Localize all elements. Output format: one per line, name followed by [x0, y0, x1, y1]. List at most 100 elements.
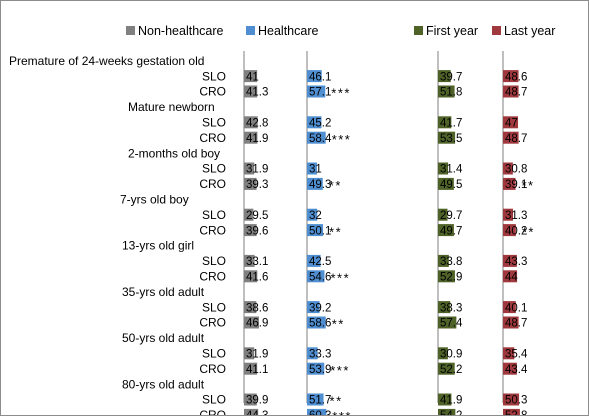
data-label-healthcare: 60.3: [309, 410, 331, 415]
data-label-non-healthcare: 39.9: [246, 395, 268, 407]
bar-first-year: [438, 393, 452, 406]
bar-last-year: [503, 116, 519, 129]
bar-first-year: [438, 224, 454, 237]
data-label-last-year: 40.2: [505, 225, 527, 237]
bar-first-year: [438, 347, 448, 360]
group-title-premature-of-24-weeks-gestation-old: Premature of 24-weeks gestation old: [9, 54, 204, 68]
bar-last-year: [503, 316, 519, 329]
data-label-last-year: 44: [505, 272, 518, 284]
bar-last-year: [503, 224, 516, 237]
data-label-first-year: 54.2: [440, 410, 462, 415]
row-label-cro: CRO: [199, 270, 226, 284]
data-label-non-healthcare: 39.3: [246, 179, 268, 191]
data-label-non-healthcare: 44.3: [246, 410, 268, 415]
bar-first-year: [438, 301, 451, 314]
data-label-non-healthcare: 31.9: [246, 349, 268, 361]
data-label-first-year: 30.9: [440, 349, 462, 361]
data-label-non-healthcare: 41.9: [246, 133, 268, 145]
data-label-first-year: 52.2: [440, 364, 462, 376]
data-label-non-healthcare: 41.3: [246, 87, 268, 99]
significance-marker: ***: [332, 409, 352, 415]
data-label-healthcare: 39.2: [309, 302, 331, 314]
data-label-non-healthcare: 41.6: [246, 272, 268, 284]
data-label-first-year: 41.7: [440, 118, 462, 130]
legend-label-first-year: First year: [426, 24, 478, 38]
data-label-healthcare: 31: [309, 164, 322, 176]
bar-healthcare: [307, 362, 325, 375]
bar-last-year: [503, 177, 516, 190]
significance-marker: ***: [330, 271, 350, 286]
bar-last-year: [503, 208, 514, 221]
bar-first-year: [438, 177, 454, 190]
data-label-healthcare: 33.3: [309, 349, 331, 361]
bar-healthcare: [307, 177, 323, 190]
data-label-last-year: 50.3: [505, 395, 527, 407]
significance-marker: **: [329, 224, 342, 239]
data-label-first-year: 57.4: [440, 318, 463, 330]
bar-healthcare: [307, 70, 322, 83]
significance-marker: ***: [331, 86, 351, 101]
significance-marker: **: [332, 317, 345, 332]
bar-healthcare: [307, 131, 326, 144]
data-label-non-healthcare: 39.6: [246, 225, 268, 237]
bar-non-healthcare: [244, 224, 257, 237]
data-label-last-year: 48.7: [505, 133, 527, 145]
bar-non-healthcare: [244, 85, 258, 98]
row-label-slo: SLO: [202, 300, 226, 314]
group-title-80-yrs-old-adult: 80-yrs old adult: [122, 377, 205, 391]
bar-first-year: [438, 208, 448, 221]
data-label-first-year: 33.8: [440, 256, 462, 268]
group-title-mature-newborn: Mature newborn: [128, 100, 215, 114]
bar-last-year: [503, 270, 518, 283]
data-label-healthcare: 57.1: [309, 87, 331, 99]
bar-healthcare: [307, 224, 324, 237]
bar-first-year: [438, 162, 449, 175]
bar-healthcare: [307, 85, 326, 98]
row-label-cro: CRO: [199, 177, 226, 191]
bar-first-year: [438, 270, 455, 283]
group-title-50-yrs-old-adult: 50-yrs old adult: [122, 331, 205, 345]
data-label-healthcare: 50.1: [309, 225, 331, 237]
data-label-non-healthcare: 29.5: [246, 210, 268, 222]
data-label-non-healthcare: 42.8: [246, 118, 268, 130]
data-label-first-year: 41.9: [440, 395, 462, 407]
bar-last-year: [503, 301, 516, 314]
legend-label-last-year: Last year: [504, 24, 555, 38]
bar-healthcare: [307, 254, 321, 267]
data-label-non-healthcare: 41: [246, 71, 259, 83]
row-label-cro: CRO: [199, 131, 226, 145]
bar-non-healthcare: [244, 162, 255, 175]
data-label-last-year: 43.3: [505, 256, 527, 268]
data-label-healthcare: 42.5: [309, 256, 331, 268]
bar-first-year: [438, 70, 451, 83]
bar-last-year: [503, 70, 519, 83]
data-label-last-year: 35.4: [505, 349, 528, 361]
significance-marker: ***: [330, 363, 350, 378]
data-label-non-healthcare: 38.6: [246, 302, 268, 314]
bar-first-year: [438, 316, 457, 329]
data-label-last-year: 40.1: [505, 302, 527, 314]
bar-non-healthcare: [244, 316, 260, 329]
data-label-healthcare: 45.2: [309, 118, 331, 130]
bar-last-year: [503, 85, 519, 98]
row-label-slo: SLO: [202, 69, 226, 83]
bar-healthcare: [307, 208, 318, 221]
row-label-cro: CRO: [199, 408, 226, 415]
data-label-non-healthcare: 33.1: [246, 256, 268, 268]
significance-marker: ***: [332, 132, 352, 147]
bar-non-healthcare: [244, 208, 254, 221]
bar-non-healthcare: [244, 131, 258, 144]
bar-healthcare: [307, 301, 320, 314]
bar-last-year: [503, 254, 517, 267]
group-title-7-yrs-old-boy: 7-yrs old boy: [120, 193, 189, 207]
data-label-non-healthcare: 31.9: [246, 164, 268, 176]
row-label-slo: SLO: [202, 208, 226, 222]
data-label-last-year: 31.3: [505, 210, 527, 222]
bar-non-healthcare: [244, 254, 255, 267]
data-label-healthcare: 53.9: [309, 364, 331, 376]
data-label-last-year: 48.7: [505, 318, 527, 330]
bar-non-healthcare: [244, 347, 255, 360]
bar-non-healthcare: [244, 301, 257, 314]
bar-last-year: [503, 408, 520, 415]
